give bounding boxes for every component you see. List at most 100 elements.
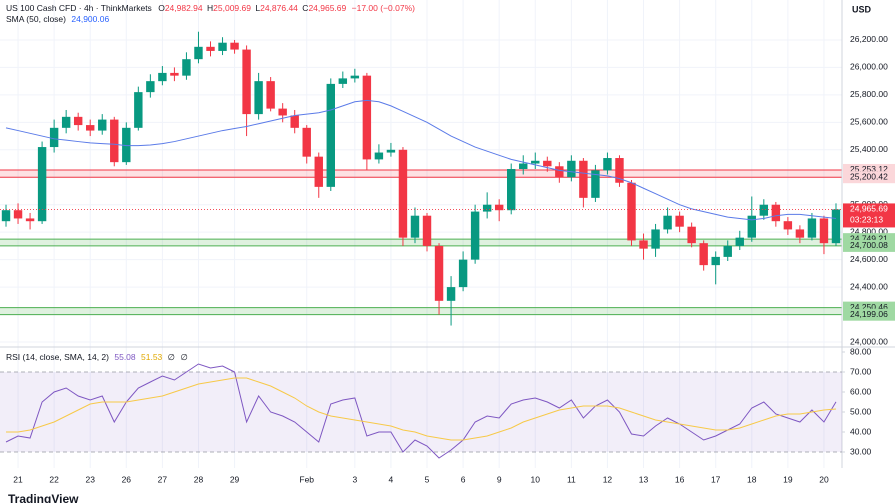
candle-body	[61, 116, 71, 128]
ohlc-key: H	[207, 3, 213, 13]
x-tick-label: 21	[13, 474, 23, 484]
ohlc-value: 24,982.94	[165, 3, 203, 13]
last-price-label: 24,965.69	[850, 204, 888, 214]
candle-body	[819, 218, 829, 244]
y-tick-label: 25,800.00	[850, 89, 888, 99]
candle-body	[627, 182, 636, 241]
plot-layer: 21 22 23 26 27 28 29 Feb 3 4 5 6 9 10 11 12 13 16 17 18 19 20…	[0, 0, 895, 484]
candle-body	[759, 204, 769, 216]
y-tick-label: 25,400.00	[850, 144, 888, 154]
candle-body	[831, 209, 841, 244]
candle-body	[122, 127, 131, 163]
candle-body	[206, 46, 215, 51]
candle-body	[675, 215, 684, 227]
x-tick-label: 5	[425, 474, 430, 484]
candle-body	[434, 245, 444, 301]
candle-body	[194, 46, 203, 60]
price-label-box	[843, 239, 895, 252]
y-tick-label: 26,000.00	[850, 62, 888, 72]
change: −17.00 (−0.07%)	[352, 3, 415, 13]
candle-body	[230, 42, 239, 50]
zone	[0, 239, 842, 246]
candle-body	[338, 78, 348, 84]
price-label: 24,700.08	[850, 240, 888, 250]
candle-body	[86, 125, 95, 131]
symbol: US 100 Cash CFD · 4h · ThinkMarkets	[6, 3, 152, 13]
candle-body	[579, 160, 588, 198]
candle-body	[783, 221, 793, 230]
zone	[0, 169, 842, 178]
x-tick-label: 17	[711, 474, 721, 484]
rsi-tick-label: 40.00	[850, 426, 872, 436]
ohlc-key: C	[302, 3, 308, 13]
rsi-tick-label: 50.00	[850, 406, 872, 416]
sma-line	[5, 99, 837, 221]
candle-body	[302, 127, 311, 157]
x-tick-label: Feb	[299, 474, 314, 484]
candle-body	[242, 49, 251, 115]
candle-body	[531, 160, 540, 164]
x-tick-label: 6	[461, 474, 466, 484]
sma-header: SMA (50, close) 24,900.06	[6, 14, 109, 24]
candle-body	[254, 81, 263, 115]
chart-header: US 100 Cash CFD · 4h · ThinkMarkets O24,…	[6, 3, 415, 13]
candle-body	[398, 149, 408, 238]
price-label: 24,250.46	[850, 302, 888, 312]
rsi-band	[0, 372, 842, 452]
rsi-tick-label: 30.00	[850, 446, 872, 456]
zone	[0, 307, 842, 315]
candle-body	[170, 72, 179, 76]
candle-body	[615, 158, 624, 183]
candle-body	[374, 152, 384, 160]
last-price-box	[843, 203, 895, 228]
x-tick-label: 28	[194, 474, 204, 484]
candle-body	[1, 210, 11, 222]
rsi-value: 55.08	[114, 352, 136, 362]
rsi-ma-line	[6, 377, 837, 441]
candle-body	[266, 81, 275, 109]
candle-body	[37, 147, 47, 222]
candle-body	[458, 259, 468, 288]
candle-body	[470, 211, 480, 260]
candle-body	[350, 75, 360, 79]
candle-body	[182, 59, 191, 76]
candle-body	[278, 108, 287, 116]
sma-value: 24,900.06	[71, 14, 109, 24]
ohlc-value: 25,009.69	[213, 3, 251, 13]
candle-body	[482, 204, 492, 212]
candle-body	[663, 215, 672, 230]
y-tick-label: 24,000.00	[850, 336, 888, 346]
rsi-empty: ∅	[168, 352, 175, 362]
candle-body	[795, 229, 805, 238]
rsi-tick-label: 60.00	[850, 386, 872, 396]
x-tick-label: 20	[819, 474, 829, 484]
rsi-header: RSI (14, close, SMA, 14, 2) 55.08 51.53 …	[6, 352, 188, 362]
candle-body	[386, 149, 396, 153]
candle-body	[13, 210, 23, 219]
x-tick-label: 16	[675, 474, 685, 484]
x-tick-label: 18	[747, 474, 757, 484]
ohlc-value: 24,876.44	[260, 3, 298, 13]
candle-body	[555, 166, 564, 178]
x-tick-label: 12	[603, 474, 613, 484]
price-label-box	[843, 171, 895, 184]
candle-body	[591, 170, 600, 198]
candle-body	[410, 215, 420, 238]
y-tick-label: 24,800.00	[850, 226, 888, 236]
candle-body	[699, 243, 708, 266]
candle-body	[218, 42, 227, 51]
x-tick-label: 23	[85, 474, 95, 484]
y-tick-label: 24,400.00	[850, 281, 888, 291]
candle-body	[723, 245, 732, 257]
candle-body	[326, 83, 335, 187]
y-tick-label: 24,600.00	[850, 254, 888, 264]
currency: USD	[852, 4, 872, 14]
rsi-line	[5, 363, 837, 459]
candle-body	[567, 160, 576, 178]
brand: TradingView	[8, 492, 79, 503]
candle-body	[25, 218, 35, 222]
candle-body	[711, 256, 720, 266]
candle-body	[422, 215, 432, 246]
candle-body	[446, 287, 456, 301]
x-tick-label: 3	[352, 474, 357, 484]
